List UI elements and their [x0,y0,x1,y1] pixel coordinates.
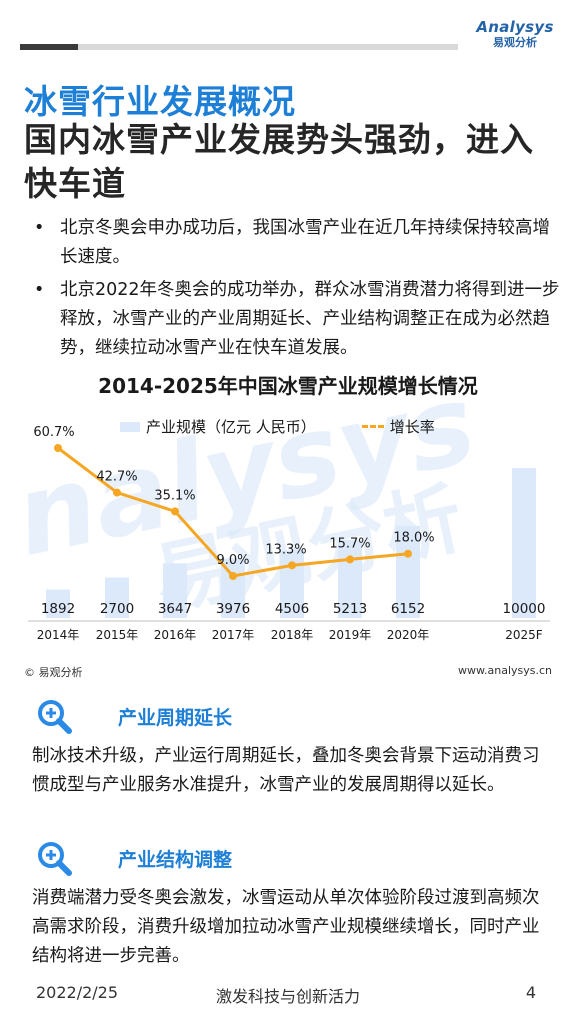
section-body: 消费端潜力受冬奥会激发，冰雪运动从单次体验阶段过渡到高频次高需求阶段，消费升级增… [32,888,540,966]
page-subtitle: 国内冰雪产业发展势头强劲，进入快车道 [24,120,534,203]
logo-wordmark: Analysys [476,18,554,36]
chart-svg: 60.7% 42.7% 35.1% 9.0% 13.3% 15.7% 18.0% 1892 27… [28,425,550,642]
growth-rate-label: 9.0% [216,553,249,568]
bar-value-label: 3976 [216,601,250,617]
header-accent-rule [78,44,458,50]
chart-bar [338,539,362,618]
chart-bar [46,589,70,618]
x-tick-label: 2016年 [154,628,197,642]
bar-value-label: 6152 [391,601,425,617]
x-tick-label: 2014年 [37,628,80,642]
section-body: 制冰技术升级，产业运行周期延长，叠加冬奥会背景下运动消费习惯成型与产业服务水准提… [32,746,540,795]
header-accent-bar [20,44,78,50]
x-tick-label: 2018年 [271,628,314,642]
section-title: 产业周期延长 [118,706,233,729]
chart-bar [105,577,129,618]
growth-rate-point [346,555,354,564]
growth-rate-label: 15.7% [329,536,370,551]
chart-bar [396,525,420,618]
page-number: 4 [525,983,536,1002]
growth-rate-label: 18.0% [393,531,434,546]
bullet-item: • 北京2022年冬奥会的成功举办，群众冰雪消费潜力将得到进一步释放，冰雪产业的… [30,276,560,363]
bar-value-label: 1892 [41,601,75,617]
magnifier-plus-icon [36,698,76,734]
source-credit: © 易观分析 [24,666,83,679]
growth-rate-point [404,549,412,558]
bar-value-label: 5213 [333,601,367,617]
chart-bar [163,563,187,618]
logo-subtitle: 易观分析 [493,36,537,49]
section-structure: 产业结构调整 消费端潜力受冬奥会激发，冰雪运动从单次体验阶段过渡到高频次高需求阶… [32,840,556,971]
x-tick-label: 2020年 [387,628,430,642]
magnifier-plus-icon [36,840,76,876]
x-tick-label: 2017年 [212,628,255,642]
footer-slogan: 激发科技与创新活力 [215,987,360,1006]
x-tick-label: 2019年 [329,628,372,642]
chart-area: 60.7% 42.7% 35.1% 9.0% 13.3% 15.7% 18.0% 1892 27… [0,405,576,655]
growth-rate-point [54,444,62,452]
chart-title: 2014-2025年中国冰雪产业规模增长情况 [98,374,478,398]
bar-value-label: 3647 [158,601,192,617]
section-header: 产业周期延长 [36,698,556,734]
chart-legend: 产业规模（亿元 人民币） 增长率 [120,416,435,437]
legend-swatch-line [361,425,384,428]
legend-swatch-bar [120,421,140,432]
legend-label-line: 增长率 [389,418,435,436]
x-tick-label: 2015年 [96,628,139,642]
section-cycle: 产业周期延长 制冰技术升级，产业运行周期延长，叠加冬奥会背景下运动消费习惯成型与… [32,698,556,800]
growth-rate-point [229,572,237,580]
x-tick-label: 2025F [505,628,543,642]
legend-label-bar: 产业规模（亿元 人民币） [146,418,316,436]
page-title: 冰雪行业发展概况 [24,82,296,121]
bullet-dot: • [34,280,45,300]
growth-rate-point [288,561,296,570]
section-header: 产业结构调整 [36,840,556,876]
growth-rate-label: 13.3% [265,542,306,557]
bullet-text: 北京2022年冬奥会的成功举办，群众冰雪消费潜力将得到进一步释放，冰雪产业的产业… [60,280,560,358]
chart-bar [512,468,536,618]
growth-rate-label: 60.7% [33,425,74,440]
bullet-item: • 北京冬奥会申办成功后，我国冰雪产业在近几年持续保持较高增长速度。 [30,214,560,272]
growth-rate-point [113,488,121,497]
bar-value-label: 2700 [100,601,134,617]
source-url: www.analysys.cn [458,664,552,677]
bullet-list: • 北京冬奥会申办成功后，我国冰雪产业在近几年持续保持较高增长速度。 • 北京2… [30,214,560,367]
brand-logo: Analysys 易观分析 [470,18,560,50]
growth-rate-point [171,507,179,516]
bar-value-label: 10000 [503,601,546,617]
growth-rate-label: 35.1% [154,488,195,503]
bullet-text: 北京冬奥会申办成功后，我国冰雪产业在近几年持续保持较高增长速度。 [60,218,550,267]
bullet-dot: • [34,218,45,238]
section-title: 产业结构调整 [118,848,233,871]
footer-date: 2022/2/25 [36,983,119,1002]
growth-rate-label: 42.7% [96,470,137,485]
bar-value-label: 4506 [275,601,309,617]
